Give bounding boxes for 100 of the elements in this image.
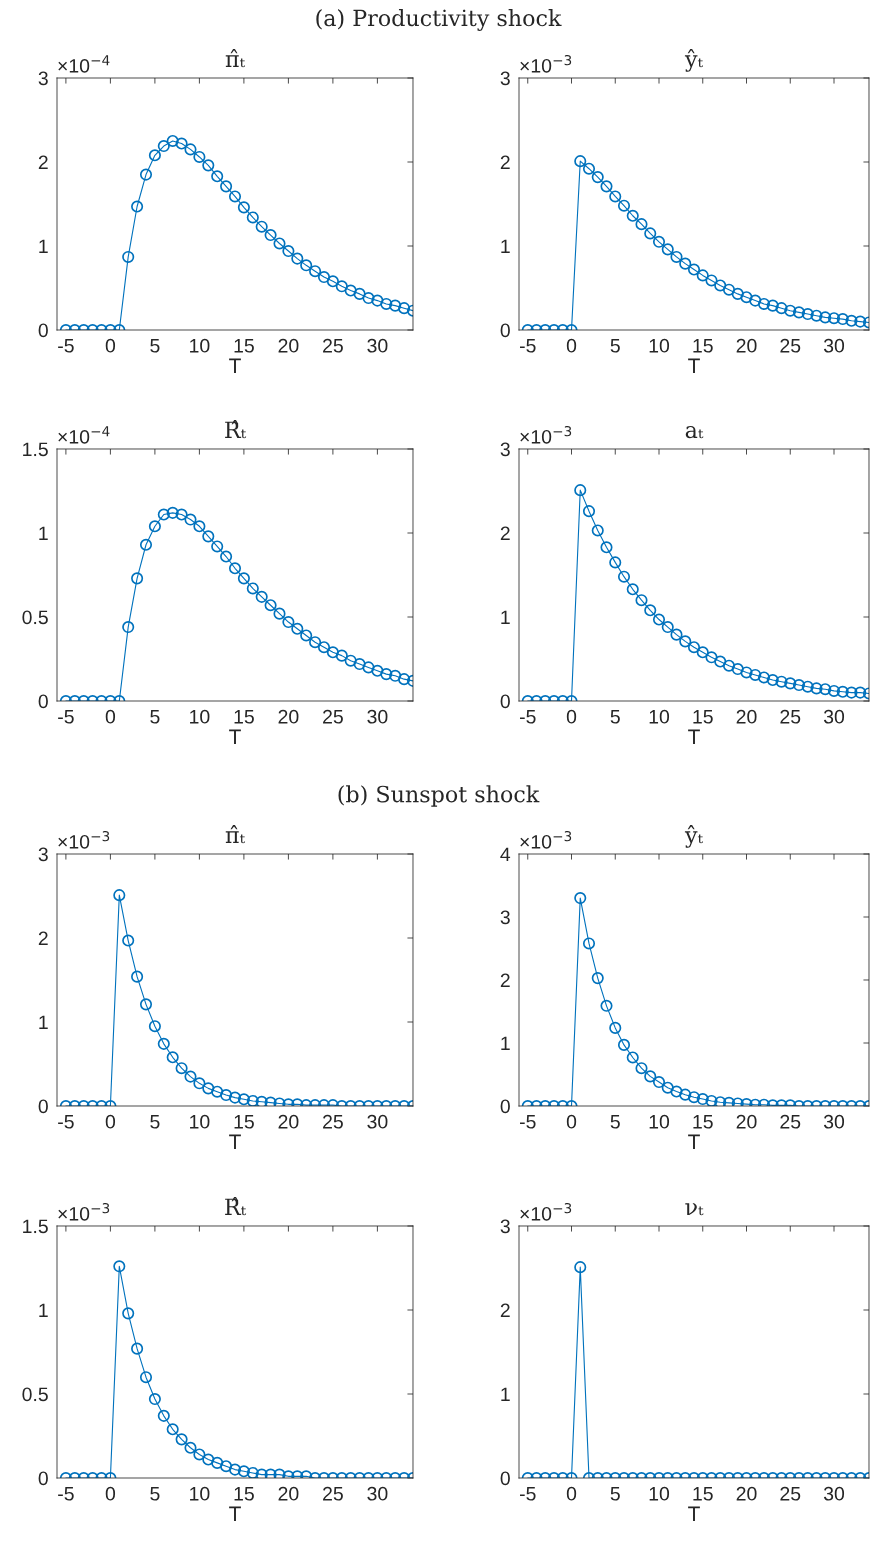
point xyxy=(282,244,295,258)
point xyxy=(273,607,286,620)
x-tick-label: 0 xyxy=(105,709,116,724)
point xyxy=(574,155,587,168)
point xyxy=(792,306,806,319)
x-tick-label: 5 xyxy=(610,339,620,353)
point xyxy=(122,621,135,634)
point xyxy=(661,621,674,634)
y-tick-label: 1 xyxy=(39,239,48,254)
point xyxy=(757,671,771,684)
point xyxy=(309,636,322,649)
x-tick-label: 15 xyxy=(234,710,254,724)
y-tick-label: 2 xyxy=(500,1303,510,1318)
point xyxy=(166,506,179,519)
point xyxy=(854,315,867,328)
point xyxy=(362,292,375,305)
point xyxy=(766,299,779,312)
x-tick-label: 15 xyxy=(693,1487,713,1501)
point xyxy=(148,149,161,162)
chart-title: π̂ₜ xyxy=(225,49,246,68)
point xyxy=(255,590,268,603)
point xyxy=(326,646,339,659)
chart-title: R̂ₜ xyxy=(225,1197,247,1216)
point xyxy=(353,287,366,300)
point xyxy=(211,540,224,553)
y-tick-label: 1 xyxy=(39,526,48,541)
point xyxy=(600,999,613,1012)
y-tick-label: 2 xyxy=(500,973,510,988)
x-tick-label: 0 xyxy=(105,338,116,353)
point xyxy=(371,294,384,307)
point xyxy=(139,998,153,1011)
x-tick-label: 30 xyxy=(367,709,388,724)
point xyxy=(635,218,648,231)
point xyxy=(139,1371,153,1384)
y-tick-label: 2 xyxy=(38,155,48,170)
point xyxy=(845,686,858,699)
x-tick-label: 10 xyxy=(649,709,670,724)
point xyxy=(131,572,144,585)
point xyxy=(175,508,188,521)
x-tick-label: 5 xyxy=(150,710,160,724)
point xyxy=(591,972,604,985)
x-tick-label: 20 xyxy=(736,1114,757,1129)
y-tick-label: 0 xyxy=(38,323,48,338)
y-tick-label: 2 xyxy=(38,931,48,946)
point xyxy=(617,199,631,212)
point xyxy=(626,583,639,596)
x-axis-title: T xyxy=(229,729,241,744)
point xyxy=(819,311,832,324)
point xyxy=(766,673,779,687)
point xyxy=(184,513,197,526)
point xyxy=(193,520,206,533)
point xyxy=(353,657,366,671)
point xyxy=(714,279,727,292)
point xyxy=(184,143,197,156)
x-tick-label: 30 xyxy=(367,338,388,353)
chart-title: νₜ xyxy=(685,1203,704,1216)
point xyxy=(810,309,823,322)
point xyxy=(264,599,277,612)
chart-title: ŷₜ xyxy=(684,49,704,72)
point xyxy=(819,683,832,696)
x-tick-label: 5 xyxy=(150,1487,160,1501)
point xyxy=(273,237,286,250)
point xyxy=(827,684,841,697)
point xyxy=(722,1096,736,1106)
point xyxy=(273,1468,286,1478)
text: ×10$^{−3}$ xyxy=(520,1203,572,1221)
point xyxy=(389,299,402,312)
point xyxy=(784,304,797,317)
point xyxy=(574,484,587,497)
x-tick-label: -5 xyxy=(519,339,536,353)
x-axis-title: T xyxy=(229,1506,241,1521)
text: ×10$^{−3}$ xyxy=(58,831,110,849)
point xyxy=(255,1468,268,1478)
x-tick-label: -5 xyxy=(519,710,536,724)
point xyxy=(626,1051,639,1064)
point xyxy=(679,257,692,270)
point xyxy=(617,1038,631,1051)
x-axis-title: T xyxy=(688,1134,700,1149)
point xyxy=(687,263,701,276)
point xyxy=(845,314,858,327)
x-tick-label: 15 xyxy=(693,1115,713,1129)
x-axis-title: T xyxy=(229,1134,241,1149)
point xyxy=(220,550,233,563)
point xyxy=(801,307,814,321)
text: ×10$^{−4}$ xyxy=(58,55,110,73)
point xyxy=(148,1392,161,1406)
x-tick-label: 5 xyxy=(150,1115,160,1129)
x-tick-label: -5 xyxy=(58,1487,74,1501)
x-tick-label: -5 xyxy=(58,1115,74,1129)
x-axis-title: T xyxy=(688,1506,700,1521)
point xyxy=(148,520,161,533)
point xyxy=(775,675,788,688)
x-tick-label: 30 xyxy=(823,1486,845,1501)
point xyxy=(291,252,304,265)
point xyxy=(380,668,393,681)
point xyxy=(714,1096,727,1106)
text: ×10$^{−3}$ xyxy=(520,426,572,444)
point xyxy=(740,666,753,679)
point xyxy=(264,1096,277,1106)
y-tick-label: 3 xyxy=(500,910,510,925)
